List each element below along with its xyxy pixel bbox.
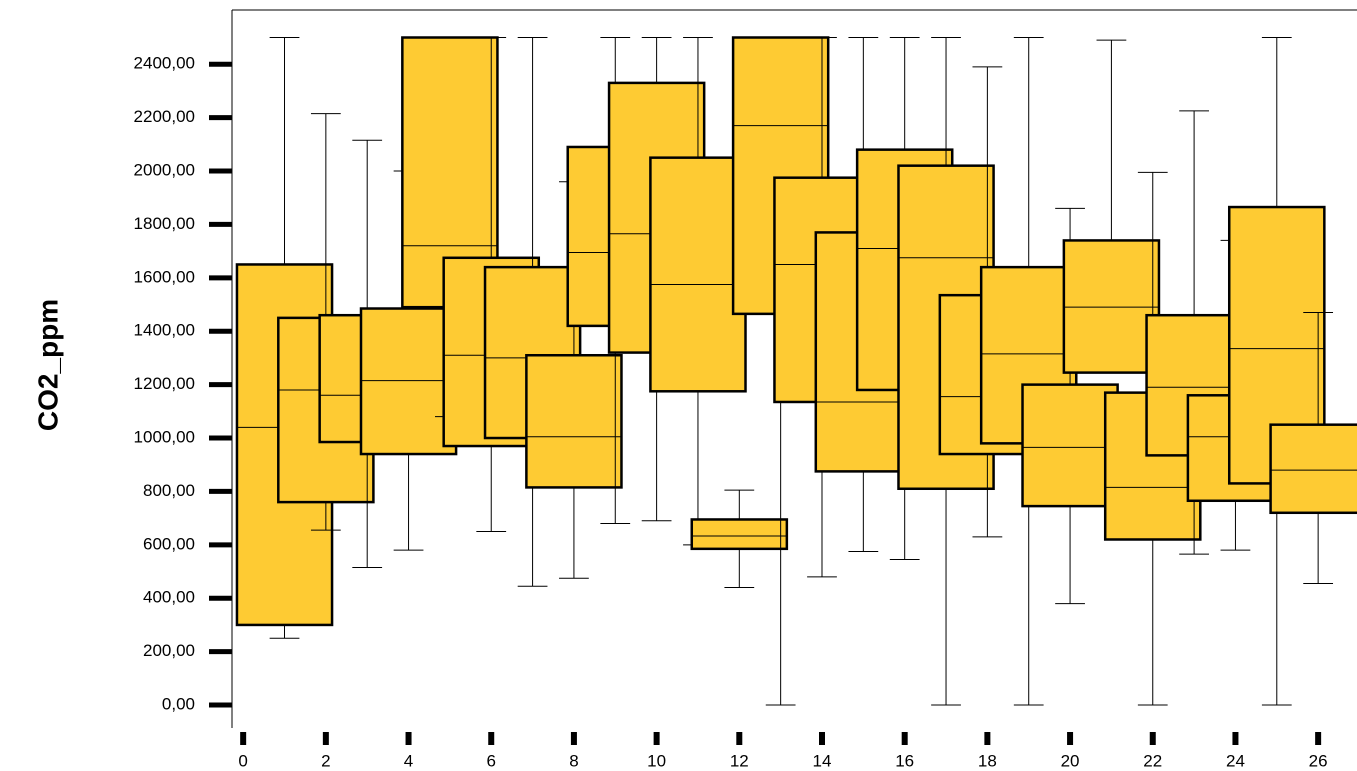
x-tick-label: 0 xyxy=(238,751,247,770)
y-tick-label: 2000,00 xyxy=(134,160,195,179)
y-tick-label: 1800,00 xyxy=(134,214,195,233)
box xyxy=(690,518,789,551)
y-tick-label: 400,00 xyxy=(143,588,195,607)
x-tick-label: 22 xyxy=(1143,751,1162,770)
x-tick-label: 24 xyxy=(1226,751,1245,770)
y-tick-label: 2400,00 xyxy=(134,54,195,73)
box xyxy=(1021,383,1119,508)
y-tick-label: 1200,00 xyxy=(134,374,195,393)
x-tick-label: 8 xyxy=(569,751,578,770)
y-tick-label: 1400,00 xyxy=(134,321,195,340)
y-tick-label: 0,00 xyxy=(162,695,195,714)
box xyxy=(649,156,747,393)
y-tick-label: 200,00 xyxy=(143,641,195,660)
box xyxy=(359,307,458,456)
x-tick-label: 2 xyxy=(321,751,330,770)
x-tick-label: 18 xyxy=(978,751,997,770)
y-tick-label: 2200,00 xyxy=(134,107,195,126)
box xyxy=(1062,239,1161,374)
y-tick-label: 600,00 xyxy=(143,534,195,553)
y-tick-label: 1000,00 xyxy=(134,428,195,447)
plot-area xyxy=(235,36,1357,706)
x-tick-label: 26 xyxy=(1309,751,1328,770)
x-tick-label: 4 xyxy=(404,751,413,770)
box xyxy=(1269,423,1357,515)
box xyxy=(525,353,623,489)
y-tick-label: 800,00 xyxy=(143,481,195,500)
x-tick-label: 16 xyxy=(895,751,914,770)
x-tick-label: 20 xyxy=(1061,751,1080,770)
x-tick-label: 6 xyxy=(486,751,495,770)
x-tick-label: 10 xyxy=(647,751,666,770)
y-axis-title: CO2_ppm xyxy=(32,299,63,431)
y-tick-label: 1600,00 xyxy=(134,267,195,286)
x-tick-label: 14 xyxy=(813,751,832,770)
x-tick-label: 12 xyxy=(730,751,749,770)
